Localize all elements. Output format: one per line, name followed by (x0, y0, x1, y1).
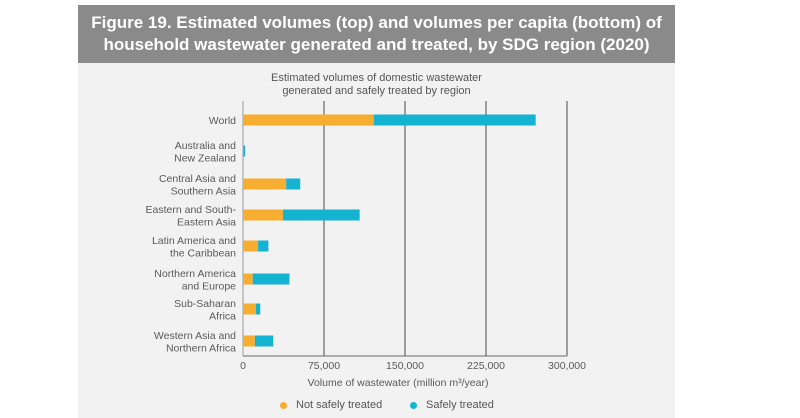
bar-safe-0 (373, 114, 536, 126)
category-label-1-line-0: Australia and (175, 140, 236, 152)
bar-not-safe-2 (243, 178, 287, 190)
category-label-7-line-1: Northern Africa (166, 342, 236, 354)
legend-label-not-safe: Not safely treated (296, 399, 383, 411)
category-label-0-line-0: World (209, 115, 236, 127)
category-label-3-line-0: Eastern and South- (146, 204, 237, 216)
chart-title: Estimated volumes of domestic wastewater… (78, 72, 675, 98)
bar-safe-4 (258, 240, 269, 252)
legend-label-safe: Safely treated (426, 399, 494, 411)
bar-not-safe-4 (243, 240, 259, 252)
bar-not-safe-0 (243, 114, 374, 126)
bar-not-safe-7 (243, 335, 255, 347)
bar-not-safe-6 (243, 303, 256, 315)
x-axis-label: Volume of wastewater (million m³/year) (308, 377, 489, 389)
legend-item-not-safe: Not safely treated (280, 399, 382, 411)
category-label-6-line-1: Africa (209, 310, 236, 322)
bar-not-safe-3 (243, 209, 283, 221)
figure-title-line-1: Figure 19. Estimated volumes (top) and v… (91, 13, 662, 32)
bar-safe-7 (254, 335, 274, 347)
category-label-5-line-0: Northern America (154, 268, 236, 280)
bar-safe-2 (286, 178, 301, 190)
bar-safe-5 (252, 273, 290, 285)
chart-title-line-1: Estimated volumes of domestic wastewater (271, 72, 482, 84)
legend-swatch-not-safe (280, 401, 287, 409)
x-tick-label-3: 225,000 (467, 360, 505, 372)
category-label-5-line-1: and Europe (182, 280, 236, 292)
bar-safe-1 (243, 145, 246, 157)
x-tick-label-2: 150,000 (386, 360, 424, 372)
bar-safe-6 (255, 303, 261, 315)
x-tick-label-4: 300,000 (548, 360, 586, 372)
category-label-4-line-1: the Caribbean (170, 247, 236, 259)
legend-swatch-safe (410, 401, 417, 409)
category-label-7-line-0: Western Asia and (154, 330, 236, 342)
bar-not-safe-5 (243, 273, 253, 285)
figure-title-banner: Figure 19. Estimated volumes (top) and v… (78, 5, 675, 63)
category-label-4-line-0: Latin America and (152, 235, 236, 247)
figure-title-line-2: household wastewater generated and treat… (103, 35, 650, 54)
bar-not-safe-1 (243, 145, 244, 157)
legend-item-safe: Safely treated (410, 399, 494, 411)
x-tick-label-1: 75,000 (308, 360, 340, 372)
bar-safe-3 (282, 209, 360, 221)
category-label-6-line-0: Sub-Saharan (174, 298, 236, 310)
category-label-1-line-1: New Zealand (174, 152, 236, 164)
category-label-2-line-0: Central Asia and (159, 173, 236, 185)
category-label-2-line-1: Southern Asia (171, 185, 237, 197)
x-tick-label-0: 0 (240, 360, 246, 372)
category-label-3-line-1: Eastern Asia (177, 216, 236, 228)
chart-title-line-2: generated and safely treated by region (282, 85, 471, 97)
